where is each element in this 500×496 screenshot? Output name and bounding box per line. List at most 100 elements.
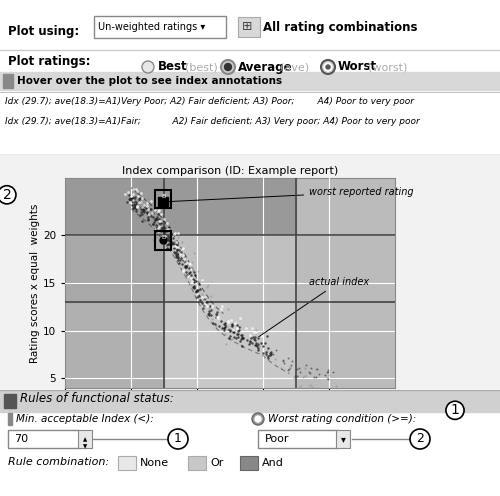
Point <box>254 342 262 350</box>
Point <box>152 206 160 214</box>
Point <box>156 227 164 235</box>
Point <box>147 197 155 205</box>
Point <box>180 255 188 263</box>
Point <box>202 298 210 306</box>
Point <box>230 326 237 334</box>
Bar <box>65 178 296 388</box>
Point <box>146 205 154 213</box>
Point <box>287 362 295 370</box>
Point <box>161 238 169 246</box>
Point <box>154 221 162 229</box>
Point <box>222 323 230 331</box>
Point <box>136 198 144 206</box>
Point <box>214 322 222 330</box>
Point <box>237 331 245 339</box>
Point <box>180 267 188 275</box>
Point <box>262 350 270 358</box>
Point <box>205 304 213 312</box>
Point <box>192 288 200 296</box>
Point <box>129 186 137 193</box>
Point <box>160 214 168 222</box>
Text: None: None <box>140 458 169 468</box>
Point <box>132 198 140 206</box>
Text: actual index: actual index <box>258 277 370 337</box>
Text: Worst: Worst <box>338 61 377 73</box>
Point <box>174 259 182 267</box>
Point <box>266 349 274 357</box>
Point <box>214 311 222 319</box>
Point <box>220 323 228 331</box>
Point <box>236 323 244 331</box>
Point <box>250 336 258 344</box>
Circle shape <box>326 65 330 69</box>
Point <box>202 298 210 306</box>
Point <box>166 241 174 248</box>
Point <box>148 212 156 220</box>
Point <box>162 219 170 227</box>
Point <box>305 369 313 376</box>
Point <box>254 340 262 348</box>
Point <box>142 215 150 223</box>
Bar <box>188 456 206 470</box>
Point <box>186 269 194 277</box>
Point <box>269 350 277 358</box>
Point <box>236 322 244 330</box>
Point <box>193 293 201 301</box>
Point <box>198 293 206 301</box>
Point <box>290 374 298 382</box>
Point <box>129 196 137 204</box>
Point <box>156 217 164 225</box>
Point <box>163 245 171 253</box>
Point <box>213 313 221 321</box>
Point <box>146 210 154 218</box>
Point <box>286 365 294 372</box>
Point <box>164 225 172 233</box>
Point <box>129 204 137 212</box>
Point <box>144 213 152 221</box>
Point <box>144 205 152 213</box>
Point <box>146 206 154 214</box>
Point <box>234 329 241 337</box>
Point <box>200 297 207 305</box>
Point <box>131 201 139 209</box>
Point <box>188 271 196 279</box>
Point <box>156 219 164 227</box>
Point <box>122 189 130 197</box>
Point <box>212 322 220 330</box>
Point <box>232 334 240 342</box>
Point <box>164 233 172 241</box>
Point <box>250 328 258 336</box>
Point <box>190 284 198 292</box>
Bar <box>65 178 296 235</box>
Point <box>191 271 199 279</box>
Point <box>284 354 292 362</box>
Point <box>139 205 147 213</box>
Point <box>226 327 234 335</box>
Point <box>199 304 207 311</box>
Point <box>125 190 133 198</box>
Point <box>134 203 141 211</box>
Point <box>166 236 174 244</box>
Bar <box>155 190 172 208</box>
Point <box>214 314 222 322</box>
Text: Poor: Poor <box>265 434 289 444</box>
Circle shape <box>255 416 261 422</box>
Point <box>155 222 163 230</box>
Point <box>182 262 190 270</box>
Point <box>154 229 162 237</box>
Point <box>138 208 145 216</box>
Point <box>296 382 304 390</box>
Point <box>194 287 202 295</box>
Text: Rules of functional status:: Rules of functional status: <box>20 392 174 406</box>
Point <box>176 248 184 256</box>
Point <box>140 207 148 215</box>
Point <box>166 233 174 241</box>
Point <box>221 330 229 338</box>
Point <box>226 332 234 340</box>
Point <box>136 194 144 202</box>
Point <box>131 193 139 201</box>
Point <box>172 248 180 255</box>
Point <box>135 195 143 203</box>
Point <box>134 213 141 221</box>
Point <box>140 208 148 216</box>
